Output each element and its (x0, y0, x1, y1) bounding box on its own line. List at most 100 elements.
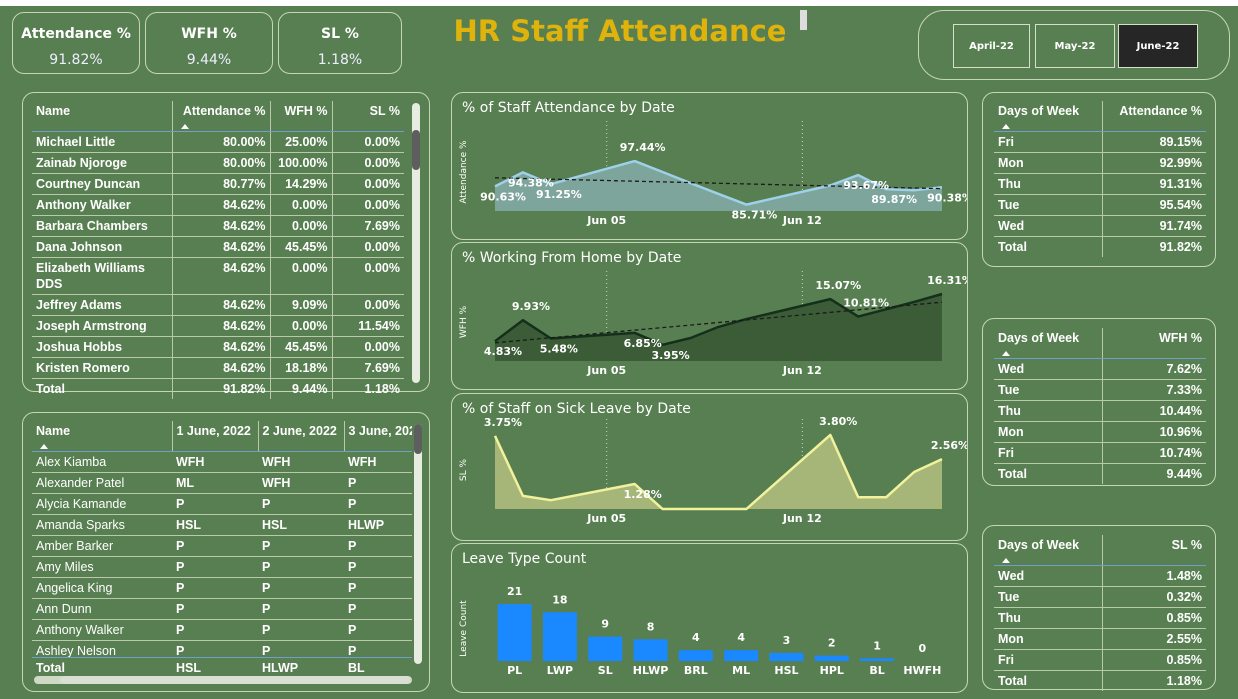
table: Days of Week WFH % Wed 7.62% Tue 7.33% Thu 10.4… (994, 328, 1206, 484)
weekday-table: Days of Week SL % Wed 1.48% Tue 0.32% Thu 0.85%… (994, 535, 1206, 691)
cell: WFH % (269, 101, 332, 132)
data-label: 15.07% (815, 279, 861, 292)
x-tick-label: BRL (684, 664, 708, 677)
cell: Total (994, 463, 1102, 484)
cell: P (258, 493, 344, 515)
data-row: Thu 0.85% (994, 607, 1206, 629)
y-axis-title: Leave Count (459, 600, 469, 657)
cell: 14.29% (269, 173, 332, 195)
cell: Alex Kiamba (32, 451, 172, 473)
month-button[interactable]: June-22 (1118, 24, 1198, 68)
data-row: Courtney Duncan 80.77% 14.29% 0.00% (32, 173, 404, 195)
menu-strip (0, 0, 1238, 6)
cell: WFH (258, 472, 344, 494)
cell: 18.18% (269, 357, 332, 379)
cell: 0.85% (1101, 607, 1206, 629)
cell: 0.00% (331, 294, 404, 316)
cell: Jeffrey Adams (32, 294, 172, 316)
chart-title: % of Staff on Sick Leave by Date (462, 401, 691, 417)
cell: Wed (994, 215, 1102, 237)
cell: Anthony Walker (32, 194, 172, 216)
kpi-label: SL % (321, 26, 359, 42)
trend-line (494, 177, 943, 190)
cell: 7.33% (1101, 379, 1206, 401)
cell: P (258, 577, 344, 599)
month-button[interactable]: May-22 (1035, 24, 1115, 68)
cell: 9.44% (269, 378, 332, 399)
cell: HSL (172, 514, 258, 536)
cell: 0.00% (331, 131, 404, 153)
cell: HLWP (258, 657, 344, 678)
data-row: Amanda Sparks HSL HSL HLWP (32, 514, 412, 536)
scrollbar[interactable] (414, 424, 422, 664)
cell: P (172, 556, 258, 578)
month-button[interactable]: April-22 (953, 24, 1030, 68)
cell: P (258, 640, 344, 657)
cell: P (258, 598, 344, 620)
cell: 0.00% (269, 257, 332, 295)
cell: P (172, 493, 258, 515)
chart-panel: % of Staff Attendance by Date Attendance … (451, 92, 973, 240)
header-row: Days of Week SL % (994, 535, 1206, 566)
cell: 1.18% (331, 378, 404, 399)
cell: SL % (1101, 535, 1206, 566)
data-label: 8 (647, 620, 655, 633)
cell: Thu (994, 607, 1102, 629)
cell: Days of Week (994, 101, 1102, 132)
cell: 9.44% (1101, 463, 1206, 484)
cell: Total (32, 657, 172, 678)
header-row: Days of Week Attendance % (994, 101, 1206, 132)
data-label: 6.85% (624, 337, 662, 350)
cell: P (344, 577, 412, 599)
cell: 91.31% (1101, 173, 1206, 195)
cell: WFH % (1101, 328, 1206, 359)
trend-line (494, 301, 943, 344)
cell: 0.00% (331, 257, 404, 295)
data-row: Ashley Nelson P P P (32, 640, 412, 657)
cell: Zainab Njoroge (32, 152, 172, 174)
data-label: 9 (601, 618, 609, 631)
data-row: Tue 95.54% (994, 194, 1206, 216)
x-tick-label: PL (507, 664, 522, 677)
cell: Alycia Kamande (32, 493, 172, 515)
cell: Dana Johnson (32, 236, 172, 258)
x-tick-label: Jun 05 (586, 512, 626, 525)
cell: Amy Miles (32, 556, 172, 578)
cell: Tue (994, 379, 1102, 401)
data-label: 90.63% (480, 190, 526, 203)
data-label: 97.44% (620, 141, 666, 154)
cell: Mon (994, 152, 1102, 174)
data-row: Dana Johnson 84.62% 45.45% 0.00% (32, 236, 404, 258)
chart-panel: % of Staff on Sick Leave by Date SL % Jun … (451, 393, 969, 541)
kpi-card: SL % 1.18% (278, 12, 402, 74)
data-row: Ann Dunn P P P (32, 598, 412, 620)
cell: Angelica King (32, 577, 172, 599)
cell: 84.62% (171, 357, 270, 379)
cell: Fri (994, 131, 1102, 153)
cell: P (258, 619, 344, 641)
data-label: 4 (692, 631, 700, 644)
cell: ML (172, 472, 258, 494)
cell: 0.00% (331, 194, 404, 216)
data-row: Alex Kiamba WFH WFH WFH (32, 451, 412, 473)
scroll-thumb[interactable] (414, 424, 422, 454)
table: Total HSL HLWP BL (32, 657, 412, 678)
cell: 0.85% (1101, 649, 1206, 671)
data-label: 3 (783, 634, 791, 647)
cell: 1.48% (1101, 565, 1206, 587)
line (493, 433, 943, 511)
total-row: Total 91.82% (994, 236, 1206, 257)
scroll-thumb[interactable] (412, 130, 420, 170)
attendance-chart: % of Staff Attendance by Date Attendance … (459, 100, 973, 227)
data-row: Anthony Walker 84.62% 0.00% 0.00% (32, 194, 404, 216)
cell: 0.00% (331, 152, 404, 174)
line (494, 159, 943, 206)
h-scroll-thumb[interactable] (60, 676, 410, 684)
cell: Days of Week (994, 535, 1102, 566)
cell: Days of Week (994, 328, 1102, 359)
data-row: Mon 10.96% (994, 421, 1206, 443)
scrollbar[interactable] (412, 103, 420, 383)
table: Days of Week SL % Wed 1.48% Tue 0.32% Thu 0.85%… (994, 535, 1206, 691)
x-tick-label: SL (598, 664, 613, 677)
